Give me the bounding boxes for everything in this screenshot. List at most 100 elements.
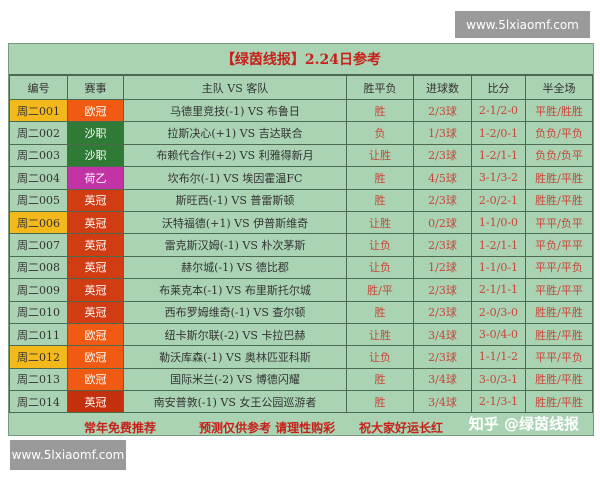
score-cell: 2-1/1-1 [471, 278, 526, 302]
result-cell: 胜 [346, 166, 414, 190]
column-header: 比分 [471, 75, 526, 100]
score-cell: 3-1/3-2 [471, 166, 526, 190]
id-cell: 周二013 [9, 367, 68, 392]
column-header: 赛事 [67, 75, 124, 100]
league-cell: 英冠 [67, 278, 124, 302]
board-title: 【绿茵线报】2.24日参考 [9, 44, 593, 75]
table-row: 周二010 英冠 西布罗姆维奇(-1) VS 查尔顿胜 2/3球 2-0/3-0 胜胜/平… [9, 300, 593, 324]
goals-cell: 2/3球 [413, 278, 472, 302]
table-row: 周二007 英冠 雷克斯汉姆(-1) VS 朴次茅斯 让负 2/3球 1-2/1-1 平负/… [9, 233, 593, 257]
score-cell: 2-0/3-0 [471, 300, 526, 324]
half-full-cell: 平胜/胜胜 [525, 98, 593, 123]
watermark-top: www.5lxiaomf.com [455, 11, 590, 38]
score-cell: 3-0/3-1 [471, 367, 526, 392]
goals-cell: 2/3球 [413, 188, 472, 212]
goals-cell: 2/3球 [413, 345, 472, 369]
result-cell: 胜/平 [346, 278, 414, 302]
table-row: 周二005 英冠 斯旺西(-1) VS 普雷斯顿胜 2/3球 2-0/2-1 胜胜/平胜 [9, 188, 593, 212]
table-row: 周二006 英冠 沃特福德(+1) VS 伊普斯维奇 让胜 0/2球 1-1/0-0 平平/… [9, 210, 593, 235]
column-header: 半全场 [525, 75, 593, 100]
league-cell: 欧冠 [67, 98, 124, 123]
match-cell: 拉斯决心(+1) VS 吉达联合 [123, 121, 347, 145]
match-cell: 雷克斯汉姆(-1) VS 朴次茅斯 [123, 233, 347, 257]
match-cell: 斯旺西(-1) VS 普雷斯顿 [123, 188, 347, 212]
score-cell: 1-2/0-1 [471, 121, 526, 145]
table-row: 周二003 沙职 布赖代合作(+2) VS 利雅得新月 让胜 2/3球 1-2/1-1 负负… [9, 143, 593, 168]
footer: 常年免费推荐 预测仅供参考 请理性购彩 祝大家好运长红 知乎 @绿茵线报 [9, 413, 593, 438]
half-full-cell: 平平/平负 [525, 255, 593, 280]
league-cell: 荷乙 [67, 166, 124, 190]
column-header: 主队 VS 客队 [123, 75, 347, 100]
goals-cell: 2/3球 [413, 98, 472, 123]
table-row: 周二008 英冠 赫尔城(-1) VS 德比郡 让负 1/2球 1-1/0-1 平平/平负 [9, 255, 593, 280]
table-row: 周二013 欧冠 国际米兰(-2) VS 博德闪耀胜 3/4球 3-0/3-1 胜胜/平胜 [9, 367, 593, 392]
zhihu-watermark: 知乎 @绿茵线报 [468, 415, 579, 434]
half-full-cell: 负负/负平 [525, 143, 593, 168]
result-cell: 让胜 [346, 322, 414, 347]
match-cell: 国际米兰(-2) VS 博德闪耀 [123, 367, 347, 392]
match-cell: 勒沃库森(-1) VS 奥林匹亚科斯 [123, 345, 347, 369]
league-cell: 英冠 [67, 300, 124, 324]
league-cell: 英冠 [67, 188, 124, 212]
match-cell: 纽卡斯尔联(-2) VS 卡拉巴赫 [123, 322, 347, 347]
id-cell: 周二014 [9, 390, 68, 414]
goals-cell: 0/2球 [413, 210, 472, 235]
result-cell: 负 [346, 121, 414, 145]
result-cell: 胜 [346, 390, 414, 414]
goals-cell: 3/4球 [413, 367, 472, 392]
footer-text-1: 常年免费推荐 [84, 421, 157, 436]
id-cell: 周二011 [9, 322, 68, 347]
id-cell: 周二006 [9, 210, 68, 235]
score-cell: 1-2/1-1 [471, 233, 526, 257]
league-cell: 沙职 [67, 143, 124, 168]
match-cell: 布莱克本(-1) VS 布里斯托尔城 [123, 278, 347, 302]
table-row: 周二011 欧冠 纽卡斯尔联(-2) VS 卡拉巴赫 让胜 3/4球 3-0/4-0 胜胜/… [9, 322, 593, 347]
column-header: 胜平负 [346, 75, 414, 100]
half-full-cell: 平平/负平 [525, 210, 593, 235]
result-cell: 让负 [346, 255, 414, 280]
goals-cell: 3/4球 [413, 390, 472, 414]
id-cell: 周二003 [9, 143, 68, 168]
score-cell: 3-0/4-0 [471, 322, 526, 347]
table-row: 周二004 荷乙 坎布尔(-1) VS 埃因霍温FC 胜 4/5球 3-1/3-2 胜胜/平… [9, 166, 593, 190]
id-cell: 周二012 [9, 345, 68, 369]
half-full-cell: 平胜/平平 [525, 278, 593, 302]
goals-cell: 3/4球 [413, 322, 472, 347]
result-cell: 让负 [346, 345, 414, 369]
match-cell: 坎布尔(-1) VS 埃因霍温FC [123, 166, 347, 190]
id-cell: 周二007 [9, 233, 68, 257]
result-cell: 让胜 [346, 210, 414, 235]
half-full-cell: 胜胜/平胜 [525, 322, 593, 347]
match-cell: 沃特福德(+1) VS 伊普斯维奇 [123, 210, 347, 235]
watermark-bottom: www.5lxiaomf.com [10, 440, 126, 470]
goals-cell: 1/2球 [413, 255, 472, 280]
id-cell: 周二004 [9, 166, 68, 190]
table-row: 周二012 欧冠 勒沃库森(-1) VS 奥林匹亚科斯 让负 2/3球 1-1/1-2 平平… [9, 345, 593, 369]
league-cell: 欧冠 [67, 322, 124, 347]
goals-cell: 2/3球 [413, 233, 472, 257]
score-cell: 1-2/1-1 [471, 143, 526, 168]
table-row: 周二014 英冠 南安普敦(-1) VS 女王公园巡游者胜 3/4球 2-1/3-1 胜胜… [9, 390, 593, 414]
goals-cell: 4/5球 [413, 166, 472, 190]
match-cell: 马德里竞技(-1) VS 布鲁日 [123, 98, 347, 123]
match-cell: 赫尔城(-1) VS 德比郡 [123, 255, 347, 280]
match-cell: 布赖代合作(+2) VS 利雅得新月 [123, 143, 347, 168]
score-cell: 2-0/2-1 [471, 188, 526, 212]
match-cell: 南安普敦(-1) VS 女王公园巡游者 [123, 390, 347, 414]
half-full-cell: 胜胜/平胜 [525, 390, 593, 414]
header-row: 编号 赛事 主队 VS 客队 胜平负 进球数 比分 半全场 [9, 75, 593, 100]
goals-cell: 2/3球 [413, 143, 472, 168]
result-cell: 胜 [346, 300, 414, 324]
table-row: 周二001 欧冠 马德里竞技(-1) VS 布鲁日胜 2/3球 2-1/2-0 平胜/胜胜 [9, 98, 593, 123]
table-row: 周二002 沙职 拉斯决心(+1) VS 吉达联合负 1/3球 1-2/0-1 负负/平负 [9, 121, 593, 145]
league-cell: 沙职 [67, 121, 124, 145]
league-cell: 欧冠 [67, 367, 124, 392]
half-full-cell: 胜胜/平胜 [525, 367, 593, 392]
result-cell: 胜 [346, 188, 414, 212]
table-row: 周二009 英冠 布莱克本(-1) VS 布里斯托尔城 胜/平 2/3球 2-1/1-1 平… [9, 278, 593, 302]
id-cell: 周二005 [9, 188, 68, 212]
league-cell: 英冠 [67, 233, 124, 257]
half-full-cell: 平平/平负 [525, 345, 593, 369]
score-cell: 2-1/3-1 [471, 390, 526, 414]
column-header: 进球数 [413, 75, 472, 100]
